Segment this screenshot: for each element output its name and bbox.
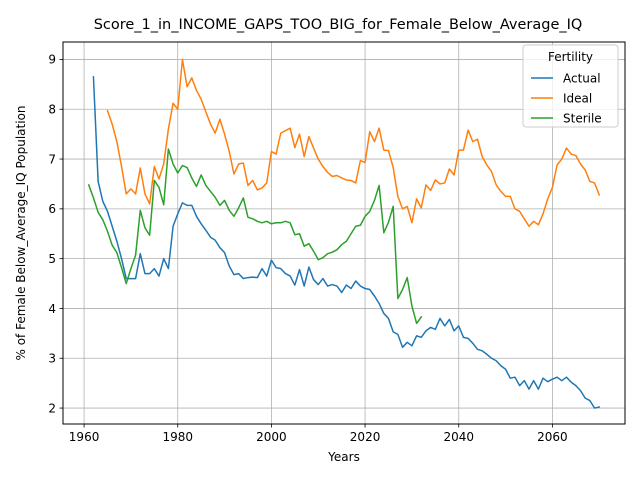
y-tick-label: 6 — [48, 202, 56, 216]
y-tick-label: 8 — [48, 103, 56, 117]
y-tick-label: 3 — [48, 352, 56, 366]
x-tick-label: 2060 — [537, 430, 568, 444]
x-tick-label: 2040 — [443, 430, 474, 444]
x-tick-label: 2020 — [350, 430, 381, 444]
x-tick-label: 2000 — [256, 430, 287, 444]
y-tick-label: 5 — [48, 252, 56, 266]
y-tick-label: 4 — [48, 302, 56, 316]
y-axis-label: % of Female Below_Average_IQ Population — [14, 105, 28, 360]
axis-ticks: 1960 1980 2000 2020 2040 2060 2 3 4 5 6 7 8 9 — [48, 53, 567, 444]
legend: Fertility Actual Ideal Sterile — [522, 44, 619, 128]
series-line-actual — [92, 76, 601, 409]
series-layer — [87, 58, 601, 409]
x-axis-label: Years — [327, 450, 360, 464]
x-tick-label: 1980 — [162, 430, 193, 444]
chart-title: Score_1_in_INCOME_GAPS_TOO_BIG_for_Femal… — [94, 17, 583, 33]
grid — [63, 42, 625, 424]
legend-title: Fertility — [548, 50, 593, 64]
y-tick-label: 9 — [48, 53, 56, 67]
y-tick-label: 7 — [48, 152, 56, 166]
legend-label-sterile: Sterile — [563, 111, 602, 125]
y-tick-label: 2 — [48, 401, 56, 415]
series-line-sterile — [87, 148, 423, 325]
x-tick-label: 1960 — [69, 430, 100, 444]
legend-label-ideal: Ideal — [563, 91, 592, 105]
series-line-ideal — [106, 58, 601, 228]
plot-area-frame — [62, 41, 626, 425]
legend-box — [522, 44, 619, 128]
legend-label-actual: Actual — [563, 71, 601, 85]
